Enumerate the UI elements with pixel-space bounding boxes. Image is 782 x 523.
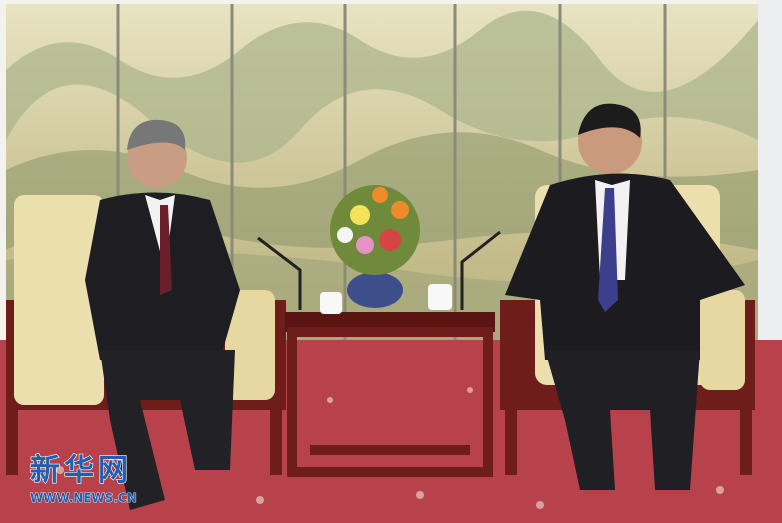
right-person-legs (545, 350, 700, 490)
carpet-pattern (56, 387, 724, 509)
vase (347, 272, 403, 308)
right-person-hair (578, 103, 641, 138)
carpet-flower (416, 491, 424, 499)
flower (372, 187, 388, 203)
carpet-flower (327, 397, 333, 403)
flowers (330, 185, 420, 275)
microphone (460, 230, 501, 310)
painted-mountains (6, 10, 758, 163)
chair-leg (740, 405, 752, 475)
carpet-flower (536, 501, 544, 509)
right-chair-arm (700, 290, 745, 390)
wall-right (758, 0, 782, 360)
flower (391, 201, 409, 219)
tea-cup (428, 284, 452, 310)
chair-leg (270, 405, 282, 475)
carpet-flower (56, 466, 64, 474)
left-person-legs (100, 350, 235, 510)
table-frame (287, 327, 493, 477)
left-chair-arm (225, 290, 275, 400)
watermark-logo: 新华网 (30, 453, 132, 488)
flower (379, 229, 401, 251)
flower (356, 236, 374, 254)
microphone (257, 236, 302, 310)
flower (337, 227, 353, 243)
watermark-url: WWW.NEWS.CN (30, 491, 137, 505)
left-chair-back (14, 195, 104, 405)
carpet-flower (467, 387, 473, 393)
chair-leg (505, 405, 517, 475)
chair-leg (6, 405, 18, 475)
carpet-flower (716, 486, 724, 494)
flower (350, 205, 370, 225)
left-person-tie (160, 205, 172, 295)
table-shelf (310, 445, 470, 455)
left-person-hair (127, 119, 186, 150)
carpet-flower (256, 496, 264, 504)
tea-cup (320, 292, 342, 314)
right-person-tie (598, 188, 618, 312)
